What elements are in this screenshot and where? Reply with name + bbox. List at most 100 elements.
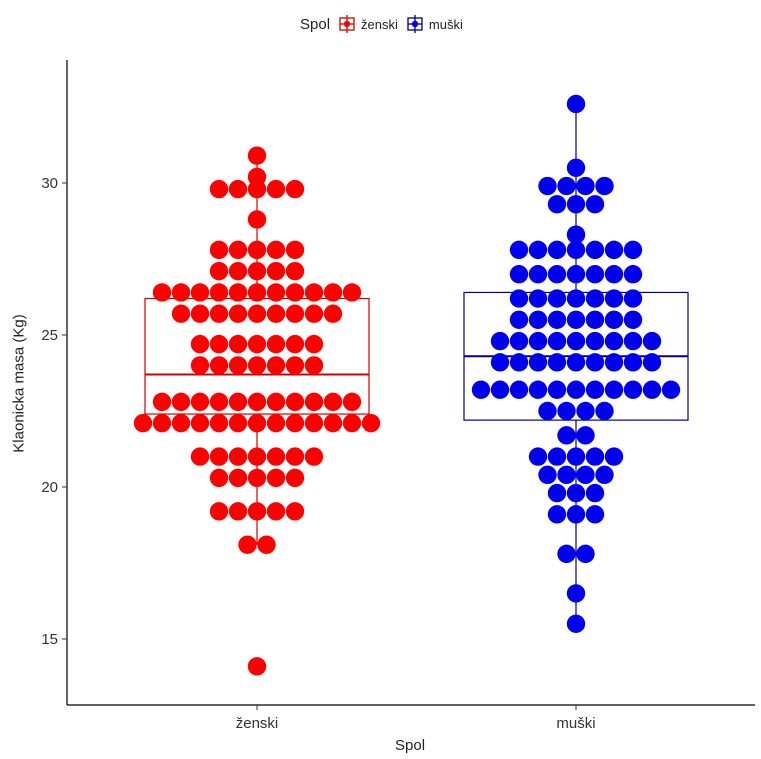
- data-point: [604, 310, 624, 329]
- data-point: [285, 240, 305, 260]
- data-point: [171, 283, 191, 302]
- data-point: [576, 465, 595, 485]
- data-point: [228, 413, 248, 433]
- data-point: [342, 283, 362, 302]
- data-point: [566, 614, 586, 633]
- data-point: [585, 483, 605, 503]
- data-point: [642, 353, 662, 372]
- data-point: [547, 447, 567, 466]
- data-point: [209, 413, 229, 433]
- data-point: [228, 392, 248, 412]
- legend-title: Spol: [300, 15, 331, 33]
- data-point: [547, 265, 567, 284]
- data-point: [190, 392, 210, 412]
- data-point: [566, 505, 586, 524]
- data-point: [323, 283, 343, 302]
- data-point: [209, 502, 229, 521]
- data-point: [604, 380, 624, 399]
- data-point: [595, 401, 614, 421]
- data-point: [285, 468, 305, 488]
- data-point: [528, 310, 548, 329]
- data-point: [228, 179, 248, 199]
- legend: Spol ženski muški: [300, 13, 471, 35]
- data-point: [257, 535, 276, 554]
- data-point: [266, 447, 286, 466]
- data-point: [557, 465, 576, 485]
- data-point: [171, 304, 191, 323]
- data-point: [152, 392, 172, 412]
- legend-item-muski: muški: [406, 15, 463, 33]
- data-point: [266, 334, 286, 354]
- data-point: [342, 413, 362, 433]
- data-point: [247, 413, 267, 433]
- data-point: [566, 240, 586, 260]
- data-point: [285, 447, 305, 466]
- data-point: [247, 468, 267, 488]
- data-point: [576, 176, 595, 196]
- data-point: [247, 502, 267, 521]
- data-point: [209, 468, 229, 488]
- data-point: [566, 195, 586, 214]
- data-point: [585, 331, 605, 351]
- y-tick-label: 15: [41, 631, 58, 648]
- data-point: [304, 356, 324, 375]
- data-point: [566, 331, 586, 351]
- data-point: [566, 225, 586, 244]
- data-point: [247, 146, 267, 165]
- data-point: [285, 261, 305, 281]
- data-point: [209, 283, 229, 302]
- data-point: [247, 210, 267, 229]
- data-point: [566, 483, 586, 503]
- data-point: [266, 502, 286, 521]
- data-point: [538, 465, 557, 485]
- data-point: [661, 380, 681, 399]
- data-point: [228, 304, 248, 323]
- data-point: [585, 240, 605, 260]
- data-point: [285, 179, 305, 199]
- data-point: [490, 380, 510, 399]
- data-point: [547, 289, 567, 308]
- data-point: [342, 392, 362, 412]
- y-tick-label: 30: [41, 175, 58, 192]
- data-point: [557, 426, 576, 445]
- data-point: [585, 265, 605, 284]
- data-point: [238, 535, 257, 554]
- legend-label-zenski: ženski: [361, 16, 398, 32]
- data-point: [323, 304, 343, 323]
- data-point: [585, 447, 605, 466]
- data-point: [604, 289, 624, 308]
- data-point: [285, 413, 305, 433]
- data-point: [190, 447, 210, 466]
- data-point: [247, 447, 267, 466]
- data-point: [266, 304, 286, 323]
- data-point: [557, 401, 576, 421]
- data-point: [547, 331, 567, 351]
- data-point: [266, 240, 286, 260]
- data-point: [538, 401, 557, 421]
- data-point: [190, 283, 210, 302]
- data-point: [547, 505, 567, 524]
- data-point: [566, 447, 586, 466]
- data-point: [304, 392, 324, 412]
- data-point: [509, 310, 529, 329]
- x-axis-title: Spol: [395, 737, 426, 754]
- data-point: [209, 179, 229, 199]
- data-point: [509, 353, 529, 372]
- data-point: [585, 505, 605, 524]
- data-point: [557, 544, 576, 564]
- legend-item-zenski: ženski: [338, 15, 398, 33]
- data-point: [547, 195, 567, 214]
- data-point: [304, 304, 324, 323]
- data-point: [247, 334, 267, 354]
- data-point: [247, 392, 267, 412]
- data-point: [623, 353, 643, 372]
- data-point: [623, 265, 643, 284]
- legend-key-zenski: [339, 15, 355, 33]
- data-point: [547, 483, 567, 503]
- data-point: [228, 468, 248, 488]
- data-point: [604, 265, 624, 284]
- data-point: [266, 179, 286, 199]
- data-point: [285, 502, 305, 521]
- data-point: [604, 353, 624, 372]
- data-point: [623, 331, 643, 351]
